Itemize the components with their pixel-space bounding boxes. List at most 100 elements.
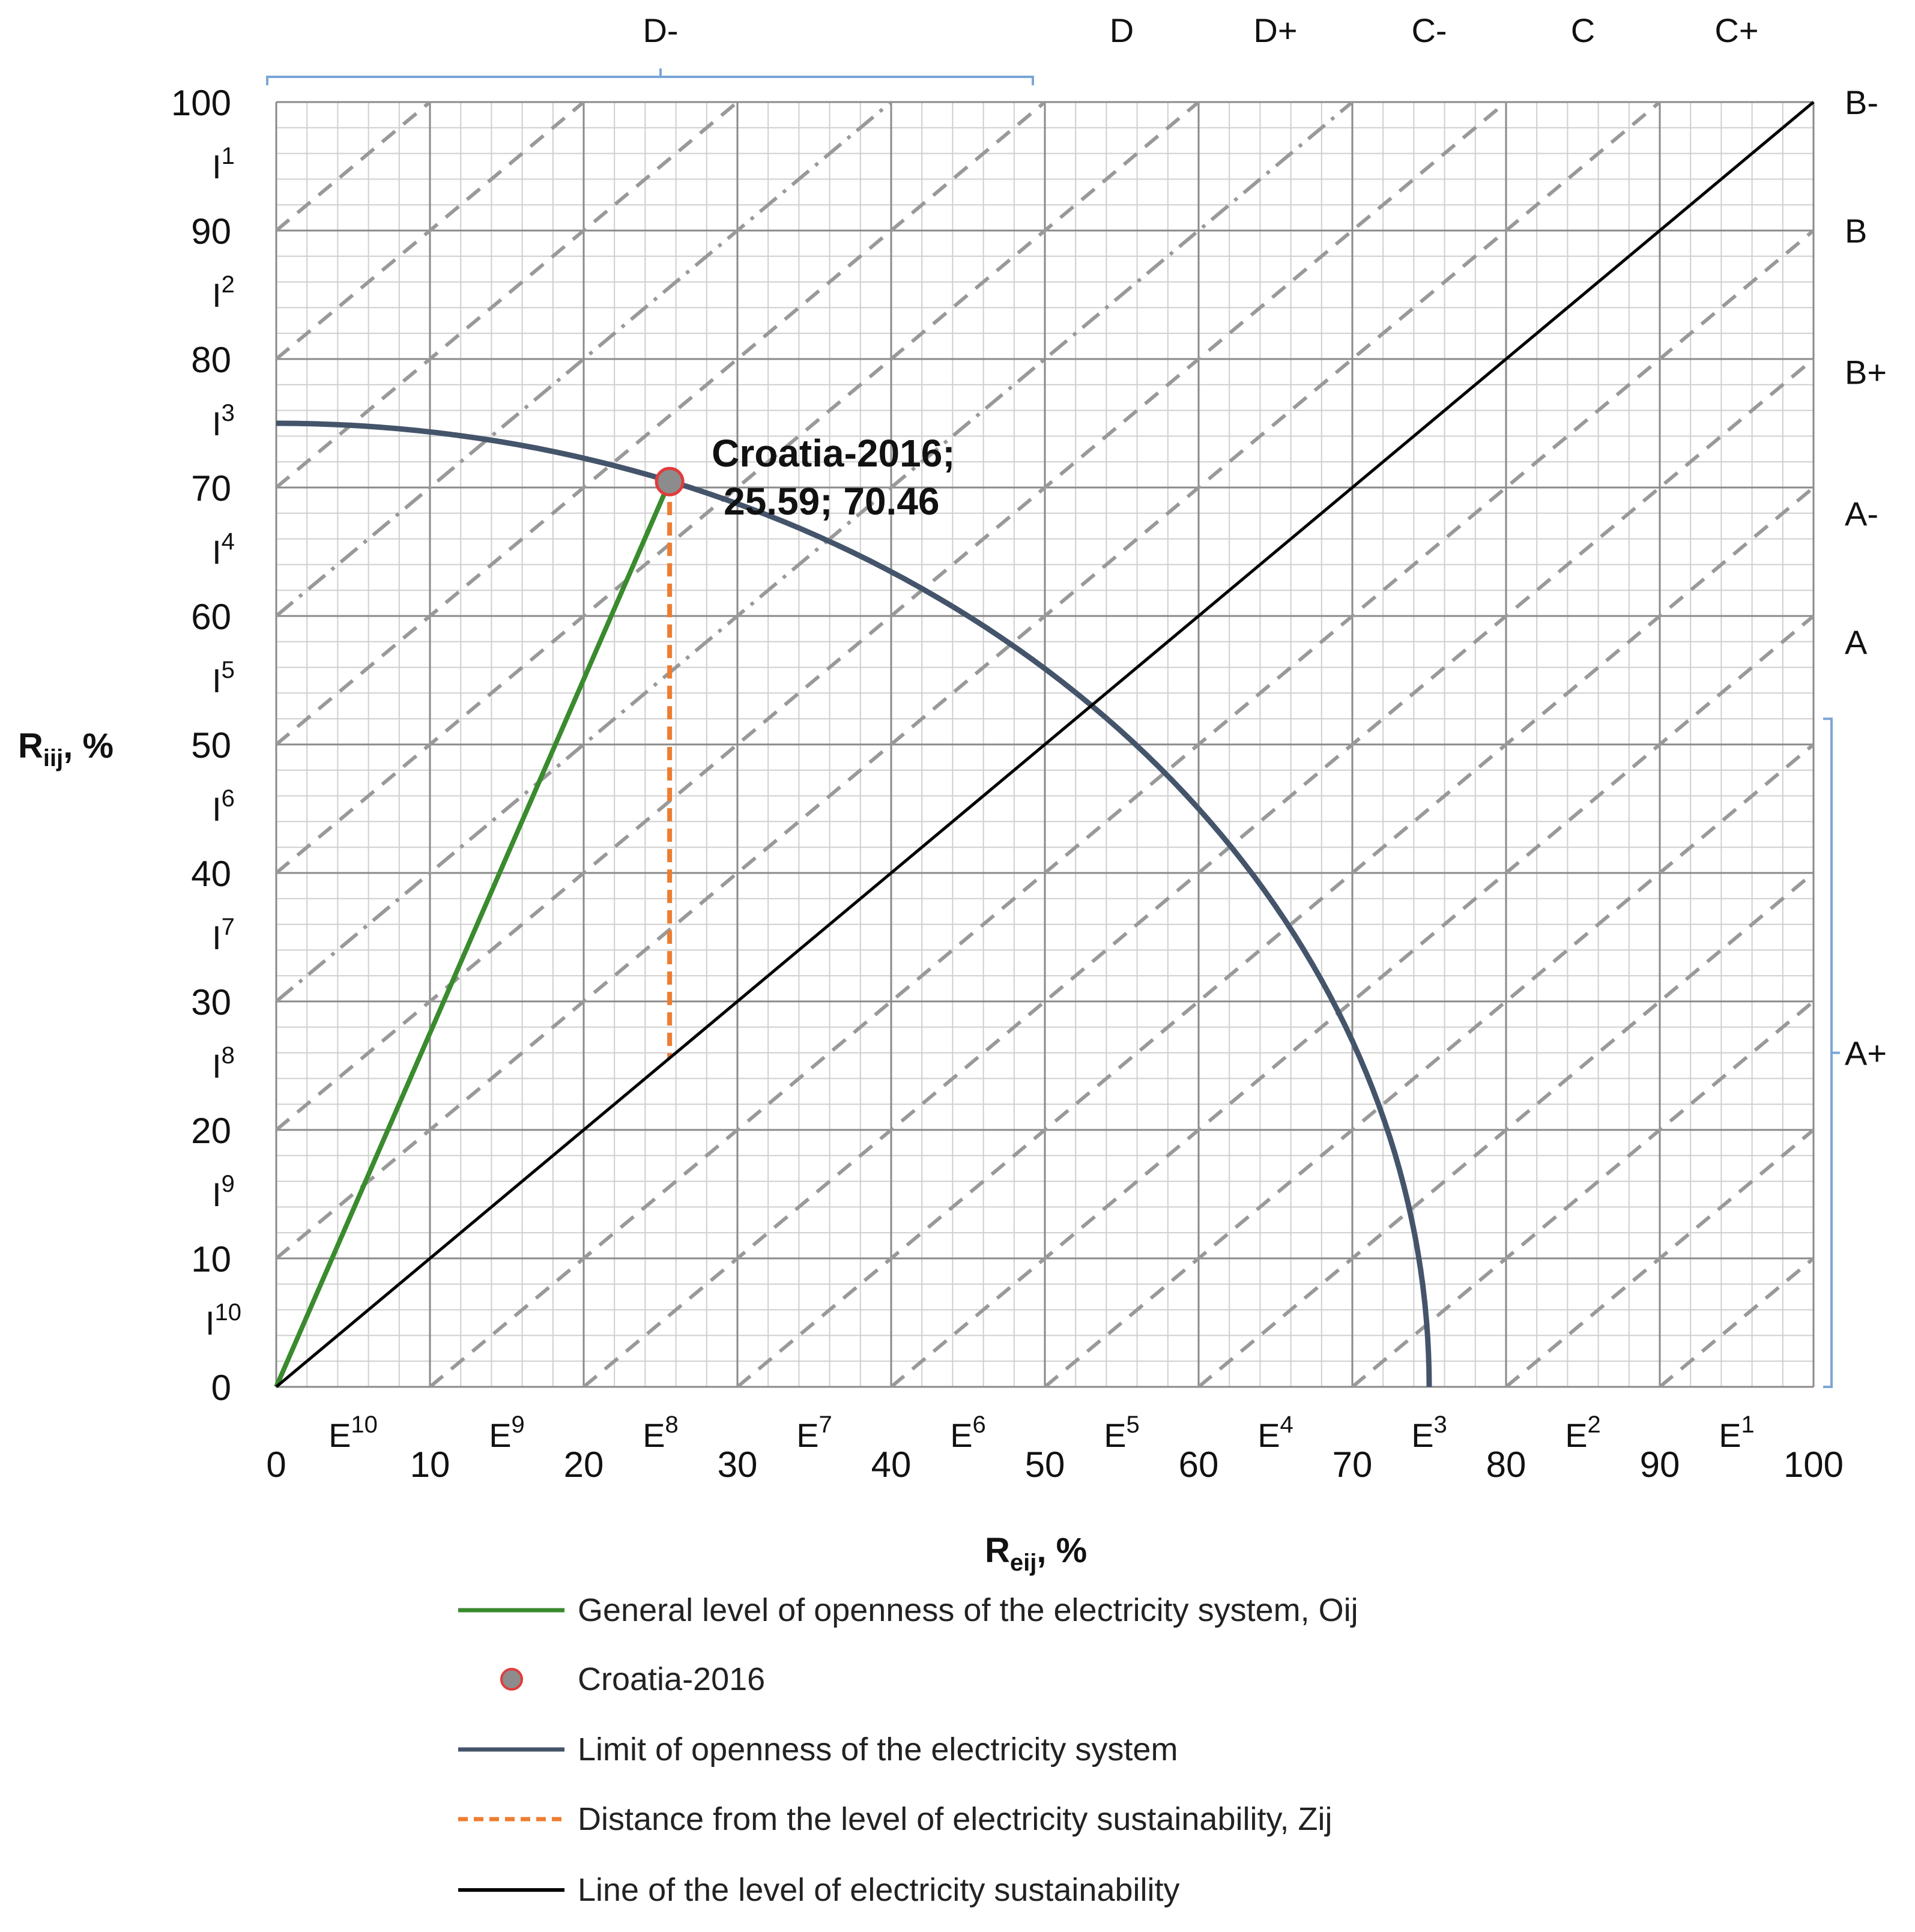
i-zone-label: I6 [212,785,235,828]
diagonal-guide [1351,1000,1814,1387]
i-zone-label: I5 [212,657,235,699]
y-axis-title-sub: iij [43,745,63,771]
diagonal-clip-group [276,102,1814,1387]
e-zone-label: E10 [328,1411,378,1454]
grid [275,101,1815,1388]
i-zone-label-base: I [205,1304,215,1342]
x-tick-label: 20 [564,1444,604,1485]
diagonal-guide [276,102,1507,1132]
legend-item-openness-line: General level of openness of the electri… [458,1592,1358,1628]
diagonal-guide [1197,871,1814,1387]
e-zone-label-base: E [1411,1416,1433,1454]
x-tick-label: 70 [1333,1444,1373,1485]
e-zone-label-base: E [489,1416,511,1454]
e-zone-label: E1 [1719,1411,1755,1454]
legend-label: Limit of openness of the electricity sys… [578,1731,1178,1767]
i-zone-label-sup: 2 [222,271,235,298]
x-tick-label: 0 [266,1444,286,1485]
e-zone-label: E9 [489,1411,525,1454]
e-zone-label-sup: 6 [973,1411,986,1438]
i-zone-label: I9 [212,1171,235,1213]
legend-label: Line of the level of electricity sustain… [578,1872,1180,1908]
right-zone-label: B [1845,212,1867,250]
legend-item-distance-line: Distance from the level of electricity s… [458,1801,1332,1837]
e-zone-label-sup: 3 [1434,1411,1447,1438]
i-zone-label: I8 [212,1042,235,1085]
series-layer [274,101,1815,1388]
legend-item-limit-curve: Limit of openness of the electricity sys… [458,1731,1178,1767]
zone-labels: E10 E9 E8 E7 E6 E5 E4 E3 E2 E1I1I2I3I4I5I6I7I8I9I… [205,11,1887,1454]
tick-labels: 0 10 20 30 40 50 60 70 80 90 100 0 10 20 30 40 50 60 70 80 9… [171,83,1844,1485]
y-tick-label: 50 [191,725,231,765]
x-axis-title: Reij, % [985,1531,1087,1576]
e-zone-label: E8 [643,1411,679,1454]
i-zone-label: I3 [212,400,235,442]
right-zone-label: B+ [1845,353,1887,391]
x-tick-label: 40 [871,1444,912,1485]
e-zone-label-base: E [1719,1416,1741,1454]
top-zone-label: C [1571,11,1595,49]
e-zone-label-base: E [328,1416,351,1454]
data-point-croatia-2016 [655,466,685,497]
legend-item-croatia-point: Croatia-2016 [500,1661,765,1697]
y-tick-label: 90 [191,211,231,252]
diagonal-guide [276,102,585,361]
top-zone-label: D- [643,11,678,49]
right-zone-label: B- [1845,83,1878,121]
i-zone-label-sup: 9 [222,1171,235,1197]
top-zone-label: D+ [1253,11,1297,49]
diagonal-guide [276,102,1046,746]
e-zone-label-sup: 2 [1588,1411,1601,1438]
top-zone-label: C+ [1714,11,1758,49]
diagonal-guides [276,102,1814,1387]
x-tick-label: 90 [1640,1444,1680,1485]
e-zone-label: E4 [1257,1411,1293,1454]
e-zone-label: E7 [796,1411,832,1454]
diagonal-guide [1505,1128,1814,1387]
top-zone-label: D [1110,11,1134,49]
legend-label: Croatia-2016 [578,1661,765,1697]
i-zone-label-sup: 5 [222,657,235,683]
e-zone-label-sup: 1 [1741,1411,1755,1438]
annotation-line-2: 25.59; 70.46 [724,480,939,523]
e-zone-label-base: E [643,1416,665,1454]
e-zone-label-base: E [796,1416,818,1454]
y-axis-title-base: R [18,726,43,765]
x-tick-label: 80 [1486,1444,1526,1485]
y-tick-label: 10 [191,1239,231,1279]
i-zone-label: I2 [212,271,235,314]
diagonal-guide [582,357,1814,1387]
i-zone-label-base: I [212,533,222,571]
diagonal-guide [1659,1257,1814,1387]
e-zone-label: E2 [1565,1411,1601,1454]
e-zone-label-base: E [1565,1416,1587,1454]
i-zone-label-base: I [212,276,222,314]
series-line-4 [275,101,1815,1388]
top-zone-label: C- [1411,11,1447,49]
y-tick-label: 30 [191,982,231,1022]
diagonal-guide [276,102,1354,1003]
x-tick-label: 30 [718,1444,758,1485]
x-tick-label: 10 [410,1444,450,1485]
right-zone-bracket [1823,717,1840,1388]
i-zone-label: I1 [212,143,235,186]
i-zone-label-base: I [212,790,222,828]
e-zone-label-sup: 4 [1280,1411,1293,1438]
x-tick-label: 50 [1025,1444,1065,1485]
y-tick-label: 20 [191,1111,231,1151]
legend: General level of openness of the electri… [458,1592,1358,1908]
x-axis-title-unit: , % [1036,1531,1087,1570]
i-zone-label: I7 [212,914,235,956]
y-tick-label: 40 [191,854,231,894]
i-zone-label-sup: 1 [222,143,235,169]
i-zone-label-base: I [212,148,222,186]
i-zone-label: I4 [212,528,235,571]
e-zone-label-base: E [950,1416,972,1454]
legend-swatch-point [500,1668,523,1691]
e-zone-label: E3 [1411,1411,1447,1454]
y-axis-title-unit: , % [63,726,113,765]
y-axis-title: Riij, % [18,726,113,771]
i-zone-label-sup: 4 [222,528,235,555]
i-zone-label: I10 [205,1299,241,1342]
y-tick-label: 100 [171,83,231,123]
